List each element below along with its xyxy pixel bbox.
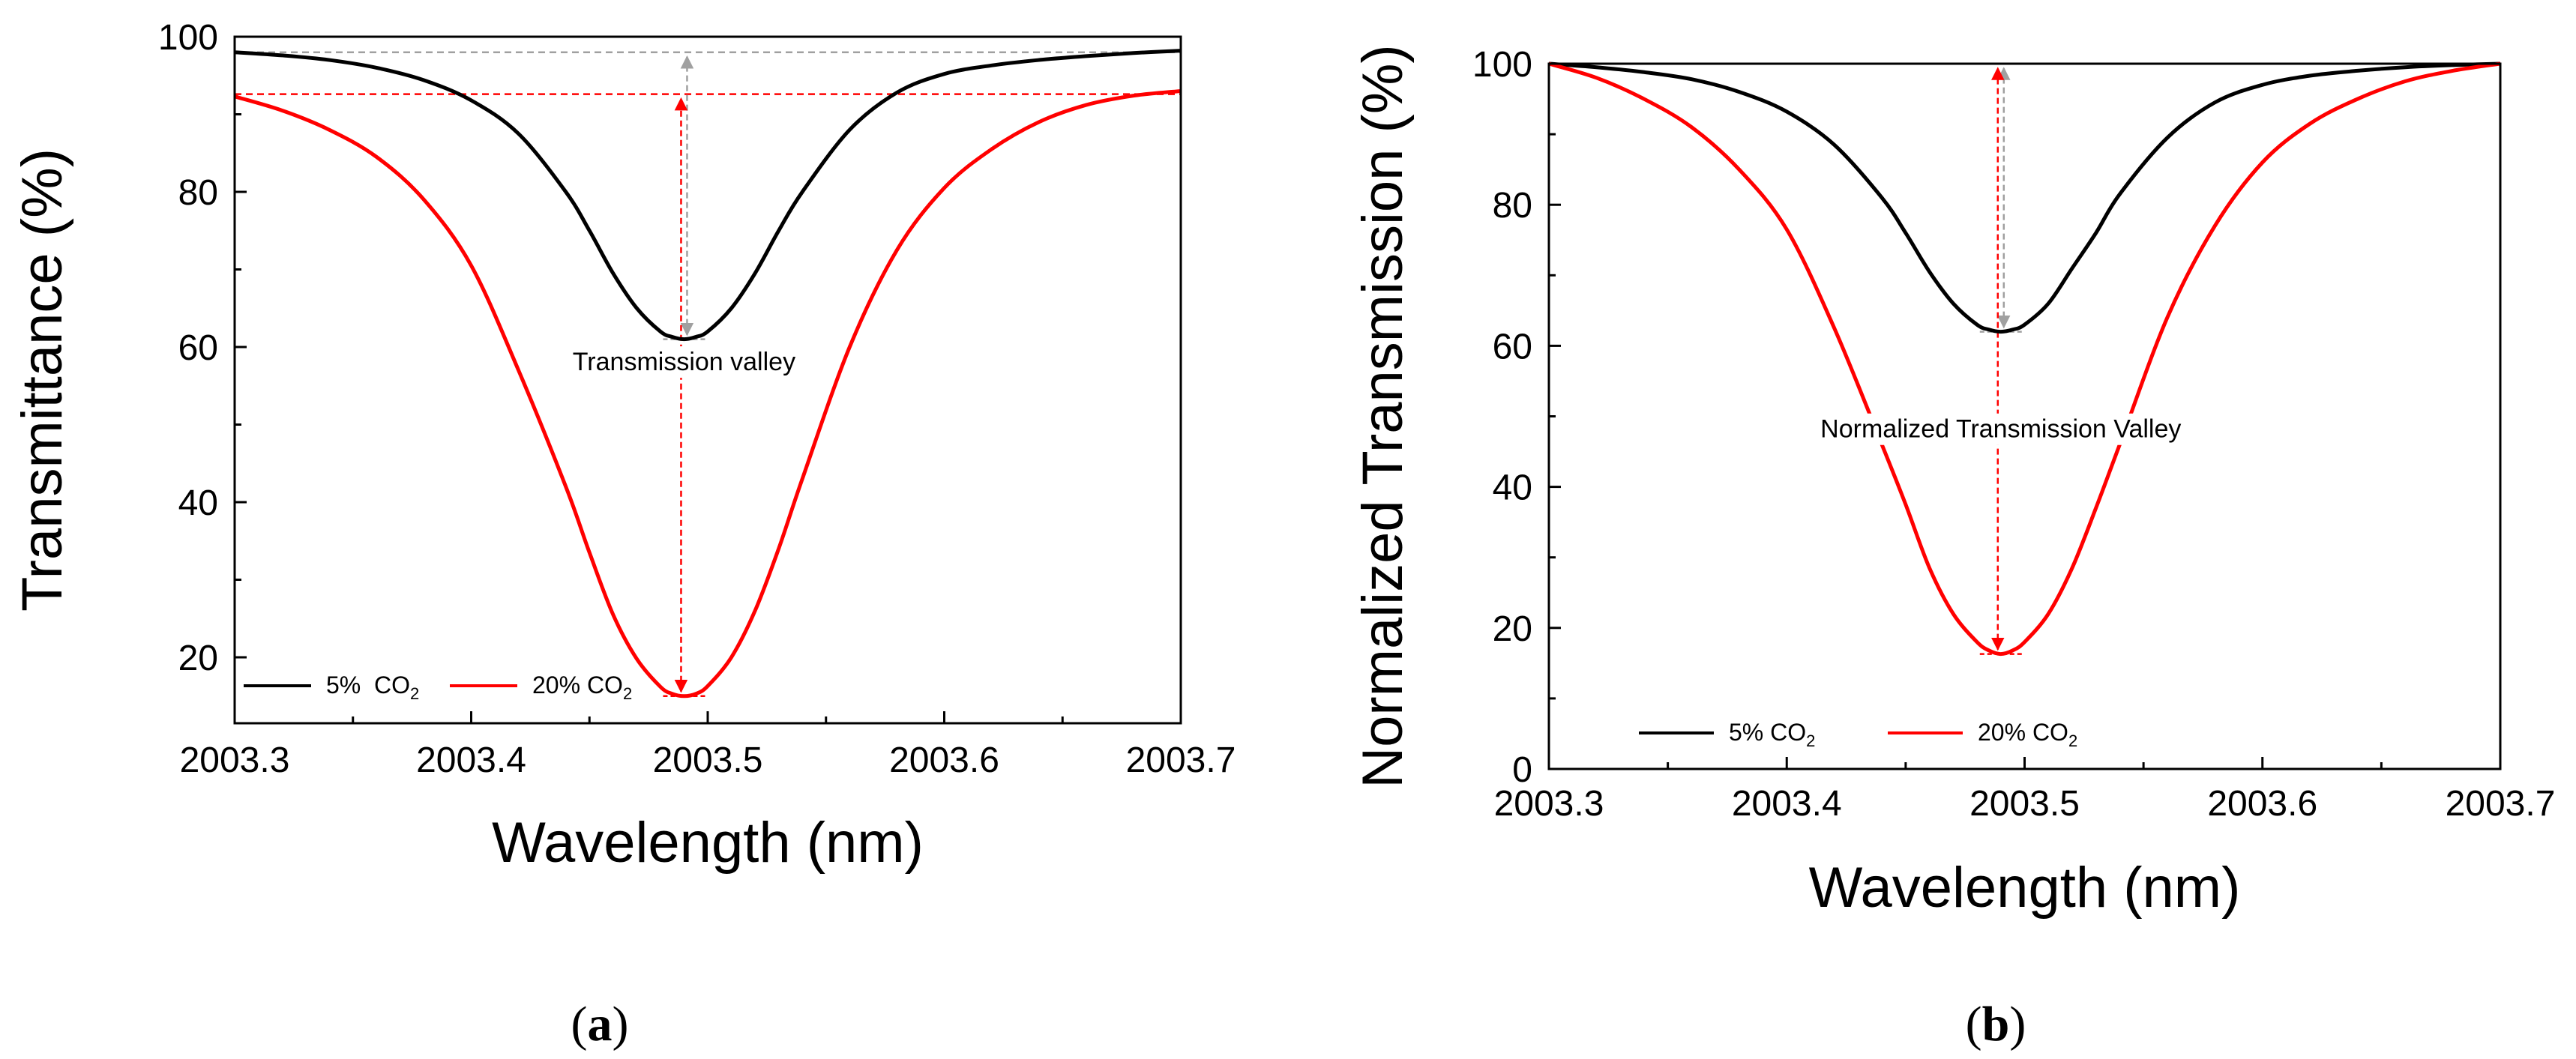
panel-a-legend-20pct-subscript: 2 [623, 684, 632, 703]
x-tick-label: 2003.6 [889, 740, 999, 780]
panel-label-letter: a [588, 997, 613, 1052]
panel-b-legend-5pct-main: 5% CO [1729, 719, 1806, 746]
panel-label-paren: ( [1966, 997, 1982, 1052]
panel-a-legend-20pct-main: 20% CO [532, 672, 623, 699]
panel-a-x-axis-label: Wavelength (nm) [492, 811, 924, 875]
panel-label-paren: ) [2009, 997, 2026, 1052]
series-line-5pct-co2 [234, 49, 1182, 342]
panel-a-annotation: Transmission valley [573, 348, 795, 376]
panel-b-series [1548, 61, 2501, 657]
x-tick-label: 2003.5 [653, 740, 763, 780]
panel-b-legend-5pct-subscript: 2 [1806, 731, 1815, 750]
panel-label-letter: b [1982, 997, 2010, 1052]
y-tick-label: 40 [178, 483, 218, 523]
panel-a-legend-5pct-gas: CO [361, 672, 410, 699]
panel-b-ticks: 2003.3 2003.4 2003.5 2003.6 2003.7 0 20 40 60 80 1… [1472, 45, 2556, 824]
panel-a-legend-label-5pct: 5% CO2 [326, 672, 419, 703]
panel-b-legend-label-5pct: 5% CO2 [1729, 719, 1815, 750]
panel-a-ticks: 2003.3 2003.4 2003.5 2003.6 2003.7 20 40 60 80 10… [158, 18, 1236, 780]
series-line-20pct-co2 [1548, 61, 2501, 657]
panel-a-y-axis-label: Transmittance (%) [10, 148, 74, 612]
x-tick-label: 2003.4 [416, 740, 526, 780]
annotation-background [568, 346, 801, 378]
x-tick-label: 2003.5 [1969, 784, 2080, 824]
panel-a-plot-frame [233, 35, 1182, 725]
panel-b-legend-label-20pct: 20% CO2 [1978, 719, 2077, 750]
y-tick-label: 80 [178, 173, 218, 213]
x-tick-label: 2003.7 [2446, 784, 2556, 824]
panel-b-chart: 2003.3 2003.4 2003.5 2003.6 2003.7 0 20 40 60 80 1… [1351, 44, 2555, 920]
y-tick-label: 0 [1512, 750, 1532, 790]
panel-b-annotation: Normalized Transmission Valley [1820, 415, 2181, 444]
series-line-5pct-co2 [1548, 61, 2501, 334]
x-tick-label: 2003.3 [180, 740, 290, 780]
x-tick-label: 2003.7 [1126, 740, 1236, 780]
panel-a-guides [235, 51, 1181, 698]
panel-label-paren: ) [613, 997, 629, 1052]
x-tick-label: 2003.3 [1494, 784, 1604, 824]
y-tick-label: 40 [1493, 468, 1532, 508]
y-tick-label: 60 [178, 328, 218, 368]
panel-b-legend-20pct-subscript: 2 [2068, 731, 2077, 750]
x-tick-label: 2003.6 [2207, 784, 2317, 824]
y-tick-label: 100 [158, 18, 218, 58]
panel-a-legend: 5% CO2 20% CO2 [244, 672, 632, 703]
panel-b-guides [1979, 67, 2022, 655]
panel-a-label: (a) [571, 997, 629, 1052]
panel-b-plot-frame [1547, 62, 2502, 770]
series-line-20pct-co2 [234, 88, 1182, 699]
panel-b-y-axis-label: Normalized Transmission (%) [1351, 44, 1415, 788]
panel-b-label: (b) [1966, 997, 2026, 1052]
panel-a-legend-5pct-main: 5% [326, 672, 361, 699]
panel-b-legend: 5% CO2 20% CO2 [1639, 719, 2077, 750]
panel-a-chart: 2003.3 2003.4 2003.5 2003.6 2003.7 20 40 60 80 10… [10, 18, 1236, 875]
y-tick-label: 60 [1493, 327, 1532, 366]
annotation-background [1816, 413, 2186, 445]
panel-label-paren: ( [571, 997, 588, 1052]
panel-a-series [234, 49, 1182, 699]
panel-b-x-axis-label: Wavelength (nm) [1809, 856, 2241, 920]
y-tick-label: 80 [1493, 186, 1532, 226]
y-tick-label: 20 [178, 639, 218, 678]
panel-b-legend-20pct-main: 20% CO [1978, 719, 2068, 746]
y-tick-label: 100 [1472, 45, 1532, 85]
x-tick-label: 2003.4 [1732, 784, 1842, 824]
panel-a-legend-5pct-subscript: 2 [410, 684, 419, 703]
y-tick-label: 20 [1493, 609, 1532, 649]
panel-a-legend-label-20pct: 20% CO2 [532, 672, 632, 703]
